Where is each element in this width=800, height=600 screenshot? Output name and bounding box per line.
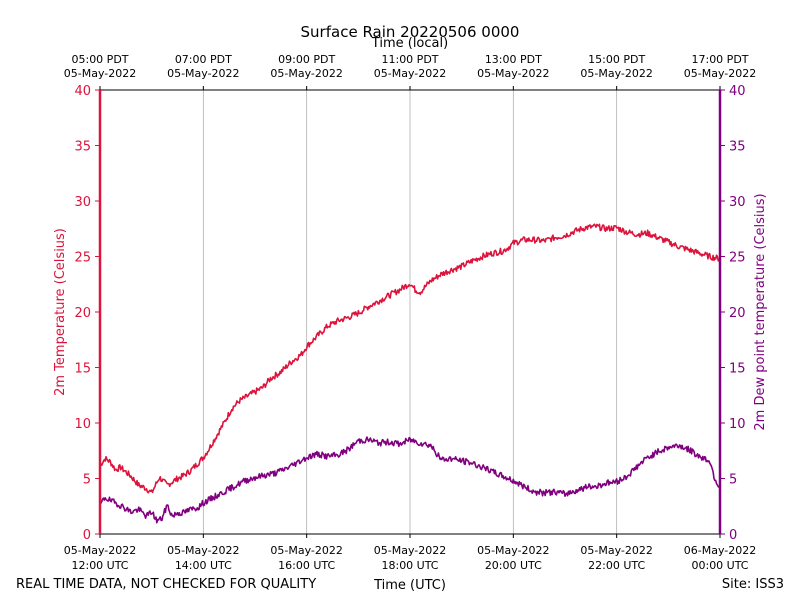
top-x-tick-date: 05-May-2022 bbox=[580, 67, 652, 80]
quality-disclaimer: REAL TIME DATA, NOT CHECKED FOR QUALITY bbox=[16, 577, 316, 592]
top-x-tick-time: 15:00 PDT bbox=[588, 53, 645, 66]
right-y-tick-label: 15 bbox=[729, 362, 746, 377]
bottom-x-tick-time: 12:00 UTC bbox=[71, 559, 128, 572]
series-layer bbox=[99, 223, 721, 524]
left-y-tick-label: 40 bbox=[74, 84, 91, 99]
right-y-tick-label: 35 bbox=[729, 140, 746, 155]
top-x-tick-date: 05-May-2022 bbox=[477, 67, 549, 80]
top-x-tick-date: 05-May-2022 bbox=[684, 67, 756, 80]
bottom-x-tick-time: 16:00 UTC bbox=[278, 559, 335, 572]
bottom-x-tick-time: 14:00 UTC bbox=[175, 559, 232, 572]
left-y-axis-label: 2m Temperature (Celsius) bbox=[53, 228, 68, 396]
top-x-tick-date: 05-May-2022 bbox=[374, 67, 446, 80]
site-label: Site: ISS3 bbox=[722, 577, 784, 592]
bottom-x-tick-date: 05-May-2022 bbox=[374, 544, 446, 557]
temperature-line bbox=[99, 223, 721, 494]
bottom-x-tick-date: 05-May-2022 bbox=[167, 544, 239, 557]
left-y-tick-label: 30 bbox=[74, 195, 91, 210]
right-y-tick-label: 25 bbox=[729, 251, 746, 266]
bottom-x-tick-time: 18:00 UTC bbox=[381, 559, 438, 572]
left-y-tick-label: 10 bbox=[74, 417, 91, 432]
top-x-tick-time: 09:00 PDT bbox=[278, 53, 335, 66]
right-y-tick-label: 40 bbox=[729, 84, 746, 99]
bottom-x-tick-date: 05-May-2022 bbox=[477, 544, 549, 557]
top-x-tick-date: 05-May-2022 bbox=[167, 67, 239, 80]
top-x-tick-time: 17:00 PDT bbox=[691, 53, 748, 66]
top-x-tick-date: 05-May-2022 bbox=[270, 67, 342, 80]
right-y-tick-label: 10 bbox=[729, 417, 746, 432]
left-y-tick-label: 25 bbox=[74, 251, 91, 266]
top-x-tick-time: 13:00 PDT bbox=[485, 53, 542, 66]
right-y-tick-label: 30 bbox=[729, 195, 746, 210]
bottom-x-tick-date: 06-May-2022 bbox=[684, 544, 756, 557]
bottom-x-tick-date: 05-May-2022 bbox=[270, 544, 342, 557]
top-x-tick-time: 11:00 PDT bbox=[381, 53, 438, 66]
chart-title: Surface Rain 20220506 0000 bbox=[301, 23, 520, 41]
left-y-tick-label: 0 bbox=[83, 528, 91, 543]
right-y-tick-label: 20 bbox=[729, 306, 746, 321]
bottom-x-tick-date: 05-May-2022 bbox=[580, 544, 652, 557]
left-y-tick-label: 20 bbox=[74, 306, 91, 321]
right-y-axis-label: 2m Dew point temperature (Celsius) bbox=[753, 193, 768, 430]
left-y-tick-label: 15 bbox=[74, 362, 91, 377]
top-x-tick-time: 05:00 PDT bbox=[71, 53, 128, 66]
ticks-layer: 0 0 5 5 10 10 15 15 20 20 25 25 30 30 35 35 40 40 05-May-2… bbox=[64, 53, 756, 572]
top-x-tick-time: 07:00 PDT bbox=[175, 53, 232, 66]
dewpoint-line bbox=[99, 436, 721, 524]
bottom-x-tick-time: 00:00 UTC bbox=[691, 559, 748, 572]
left-y-tick-label: 5 bbox=[83, 473, 91, 488]
top-x-tick-date: 05-May-2022 bbox=[64, 67, 136, 80]
bottom-x-axis-label: Time (UTC) bbox=[373, 578, 446, 593]
right-y-tick-label: 0 bbox=[729, 528, 737, 543]
bottom-x-tick-time: 22:00 UTC bbox=[588, 559, 645, 572]
bottom-x-tick-date: 05-May-2022 bbox=[64, 544, 136, 557]
bottom-x-tick-time: 20:00 UTC bbox=[485, 559, 542, 572]
top-x-axis-label: Time (local) bbox=[371, 36, 448, 51]
left-y-tick-label: 35 bbox=[74, 140, 91, 155]
right-y-tick-label: 5 bbox=[729, 473, 737, 488]
